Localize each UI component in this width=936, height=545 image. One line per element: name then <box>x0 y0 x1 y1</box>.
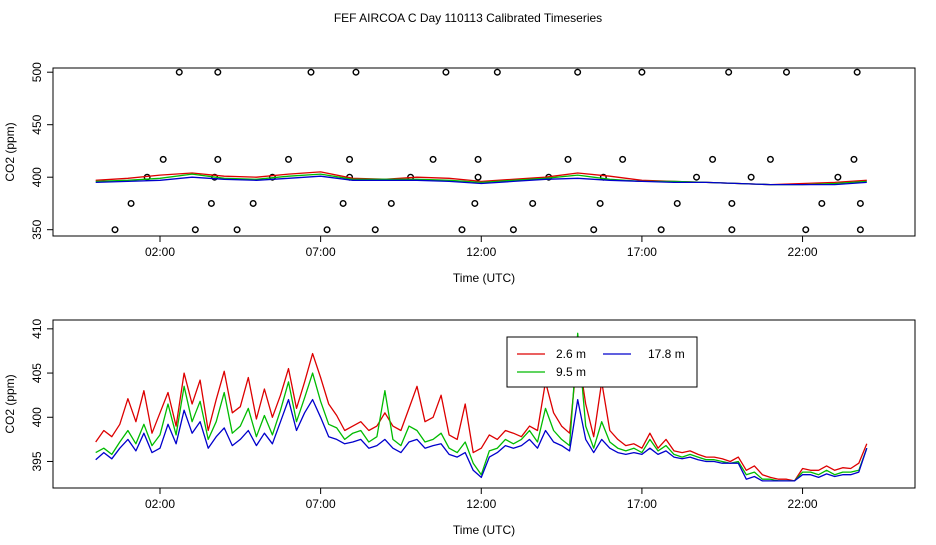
scatter-point <box>323 226 331 234</box>
scatter-point <box>834 173 842 181</box>
x-tick-label: 22:00 <box>788 245 818 259</box>
series-line-9-5-m <box>95 332 868 482</box>
scatter-point <box>818 199 826 207</box>
x-tick-label: 22:00 <box>788 497 818 511</box>
x-tick-label: 12:00 <box>466 245 496 259</box>
scatter-point <box>127 199 135 207</box>
x-tick-label: 02:00 <box>145 497 175 511</box>
top-scatter-layer <box>111 68 864 234</box>
scatter-point <box>111 226 119 234</box>
scatter-point <box>207 199 215 207</box>
legend-label-9-5m: 9.5 m <box>556 365 586 379</box>
scatter-point <box>725 68 733 76</box>
top-axes: 02:00 07:00 12:00 17:00 22:00 350 400 450 500 <box>30 62 818 259</box>
bottom-x-axis-label: Time (UTC) <box>453 523 515 537</box>
y-tick-label: 500 <box>30 62 44 82</box>
scatter-point <box>387 199 395 207</box>
top-y-axis-label: CO2 (ppm) <box>3 122 17 181</box>
x-tick-label: 17:00 <box>627 497 657 511</box>
x-tick-label: 17:00 <box>627 245 657 259</box>
scatter-point <box>728 226 736 234</box>
scatter-point <box>474 173 482 181</box>
scatter-point <box>307 68 315 76</box>
series-line-2-6-m <box>95 350 868 482</box>
scatter-point <box>850 155 858 163</box>
scatter-point <box>709 155 717 163</box>
scatter-point <box>474 155 482 163</box>
scatter-point <box>175 68 183 76</box>
scatter-point <box>728 199 736 207</box>
x-tick-label: 12:00 <box>466 497 496 511</box>
y-tick-label: 400 <box>30 167 44 187</box>
legend-label-17-8m: 17.8 m <box>648 347 685 361</box>
scatter-point <box>346 155 354 163</box>
scatter-point <box>493 68 501 76</box>
y-tick-label: 395 <box>30 451 44 471</box>
bottom-panel: 02:00 07:00 12:00 17:00 22:00 395 400 405 410 Ti… <box>3 319 916 537</box>
scatter-point <box>638 68 646 76</box>
scatter-point <box>471 199 479 207</box>
scatter-point <box>590 226 598 234</box>
scatter-point <box>529 199 537 207</box>
top-x-axis-label: Time (UTC) <box>453 271 515 285</box>
scatter-point <box>352 68 360 76</box>
scatter-point <box>693 173 701 181</box>
scatter-point <box>429 155 437 163</box>
scatter-point <box>214 68 222 76</box>
scatter-point <box>853 68 861 76</box>
scatter-point <box>856 199 864 207</box>
y-tick-label: 450 <box>30 114 44 134</box>
legend-box <box>506 336 698 388</box>
x-tick-label: 07:00 <box>306 497 336 511</box>
scatter-point <box>802 226 810 234</box>
scatter-point <box>284 155 292 163</box>
bottom-plot-frame <box>52 319 916 489</box>
scatter-point <box>249 199 257 207</box>
legend: 2.6 m 17.8 m 9.5 m <box>506 336 698 388</box>
scatter-point <box>371 226 379 234</box>
y-tick-label: 400 <box>30 407 44 427</box>
scatter-point <box>782 68 790 76</box>
scatter-point <box>339 199 347 207</box>
scatter-point <box>596 199 604 207</box>
series-line-17-8-m <box>95 398 868 482</box>
scatter-point <box>191 226 199 234</box>
scatter-point <box>442 68 450 76</box>
scatter-point <box>458 226 466 234</box>
scatter-point <box>619 155 627 163</box>
scatter-point <box>564 155 572 163</box>
scatter-point <box>509 226 517 234</box>
x-tick-label: 07:00 <box>306 245 336 259</box>
y-tick-label: 405 <box>30 363 44 383</box>
legend-label-2-6m: 2.6 m <box>556 347 586 361</box>
y-tick-label: 350 <box>30 219 44 239</box>
scatter-point <box>673 199 681 207</box>
scatter-point <box>214 155 222 163</box>
scatter-point <box>159 155 167 163</box>
bottom-lines-layer <box>95 332 868 482</box>
scatter-point <box>574 68 582 76</box>
scatter-point <box>766 155 774 163</box>
top-panel: 02:00 07:00 12:00 17:00 22:00 350 400 450 500 Ti… <box>3 62 916 285</box>
series-line-17-8-m <box>95 175 867 186</box>
top-lines-layer <box>95 171 867 186</box>
y-tick-label: 410 <box>30 319 44 339</box>
x-tick-label: 02:00 <box>145 245 175 259</box>
scatter-point <box>747 173 755 181</box>
scatter-point <box>657 226 665 234</box>
bottom-axes: 02:00 07:00 12:00 17:00 22:00 395 400 405 410 <box>30 319 818 511</box>
top-plot-frame <box>52 67 916 237</box>
bottom-y-axis-label: CO2 (ppm) <box>3 374 17 433</box>
chart-title: FEF AIRCOA C Day 110113 Calibrated Times… <box>334 11 602 25</box>
scatter-point <box>233 226 241 234</box>
scatter-point <box>856 226 864 234</box>
